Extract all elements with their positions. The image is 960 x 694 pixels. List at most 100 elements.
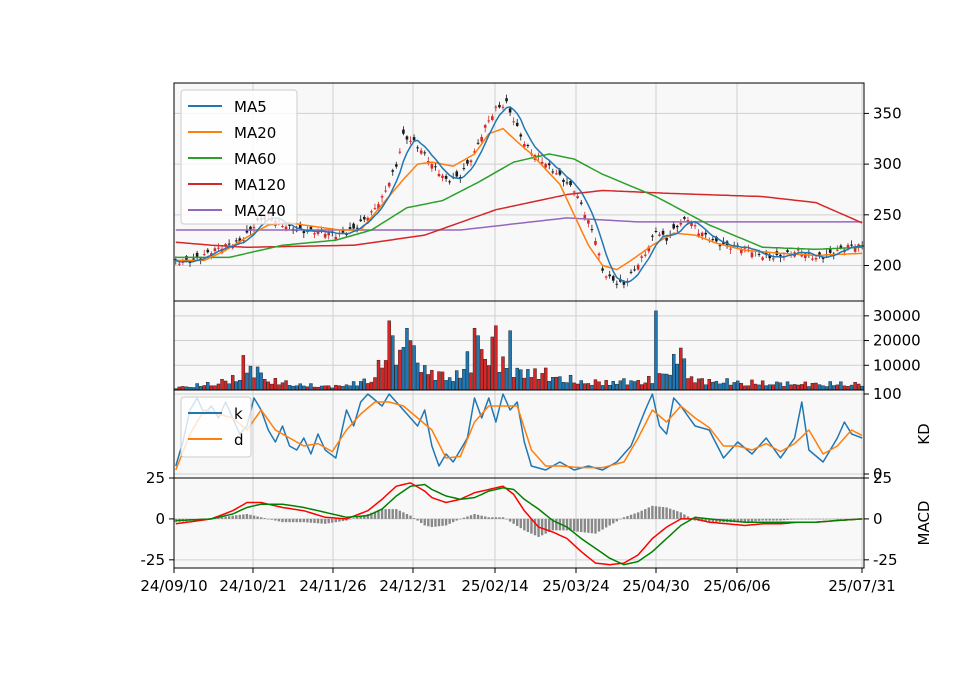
volume-bar [252,377,256,391]
macd-hist-bar [235,515,238,519]
volume-bar [234,381,238,391]
volume-bar [419,372,423,391]
candle-body [818,252,821,257]
candle-body [227,243,231,245]
volume-bar [672,354,676,391]
macd-hist-bar [836,518,839,520]
candle-body [839,245,843,249]
candle-body [768,254,772,259]
candle-body [661,230,665,235]
volume-bar [266,381,270,391]
volume-bar [362,378,366,391]
candle-body [309,226,313,230]
volume-bar [572,382,576,391]
macd-hist-bar [227,516,231,519]
macd-hist-bar [764,518,768,521]
volume-bar [302,385,306,391]
candle-body [359,219,363,221]
volume-bar [792,384,797,391]
volume-bar [664,373,669,391]
candle-body [804,253,807,258]
macd-hist-bar [772,518,775,521]
macd-hist-bar [832,518,835,520]
candle-body [491,116,494,120]
volume-bar [547,381,551,391]
macd-hist-bar [644,509,647,519]
candle-body [836,249,839,251]
macd-hist-bar [530,518,533,534]
macd-hist-bar [676,511,679,519]
candle-body [526,145,530,147]
macd-hist-bar [174,518,177,523]
candle-body [523,144,526,147]
macd-hist-bar [245,514,249,519]
volume-bar [771,384,776,391]
volume-bar [643,382,647,391]
macd-hist-bar [505,518,508,520]
macd-hist-bar [270,518,274,520]
macd-hist-bar [572,518,576,532]
macd-hist-bar [302,518,306,523]
macd-hist-bar [419,518,423,523]
candle-body [441,175,444,178]
macd-ytick-label-left: 0 [155,510,165,528]
volume-bar [295,385,299,391]
candle-body [455,171,459,177]
macd-hist-bar [402,512,405,519]
macd-hist-bar [313,518,316,523]
kd-legend-label-k: k [234,405,243,423]
macd-hist-bar [242,514,245,519]
legend-label-ma240: MA240 [234,202,286,220]
volume-bar [423,365,427,391]
x-tick-label: 24/09/10 [140,577,207,595]
volume-bar [412,345,416,391]
macd-hist-bar [480,515,483,519]
macd-hist-bar [789,518,793,520]
volume-bar [337,385,342,391]
macd-hist-bar [249,514,252,519]
macd-hist-bar [466,516,469,519]
volume-bar [344,384,349,391]
volume-bar [209,385,214,391]
macd-hist-bar [811,518,814,520]
candle-body [558,169,562,175]
candle-body [750,252,754,258]
volume-bar [522,377,527,391]
candle-body [697,233,700,237]
macd-hist-bar [601,518,604,530]
volume-bar [704,384,708,391]
volume-bar [526,369,530,391]
candle-body [544,163,547,168]
macd-hist-bar [555,518,558,531]
volume-bar [654,310,658,391]
macd-hist-bar [334,518,338,523]
macd-hist-bar [281,518,284,523]
candle-body [512,121,515,123]
volume-bar [248,365,253,391]
candle-body [739,249,743,254]
macd-hist-bar [455,518,458,521]
macd-hist-bar [743,518,747,523]
candle-body [459,176,462,178]
volume-bar [583,383,587,391]
volume-bar [789,384,793,391]
volume-bar [501,356,505,391]
volume-bar [366,383,370,391]
price-ytick-label: 250 [873,206,902,224]
candle-body [487,120,491,122]
candle-body [302,231,306,234]
candle-body [601,268,604,271]
candle-body [814,258,818,260]
macd-hist-bar [387,509,391,519]
macd-hist-bar [829,518,832,520]
volume-bar [241,355,246,391]
macd-hist-bar [761,518,764,521]
volume-bar [195,383,199,391]
candle-body [562,179,565,182]
volume-bar [785,381,790,391]
macd-hist-bar [636,512,640,519]
macd-hist-bar [775,518,779,521]
macd-hist-bar [359,516,362,519]
macd-layer [174,482,864,566]
volume-bar [476,335,480,391]
